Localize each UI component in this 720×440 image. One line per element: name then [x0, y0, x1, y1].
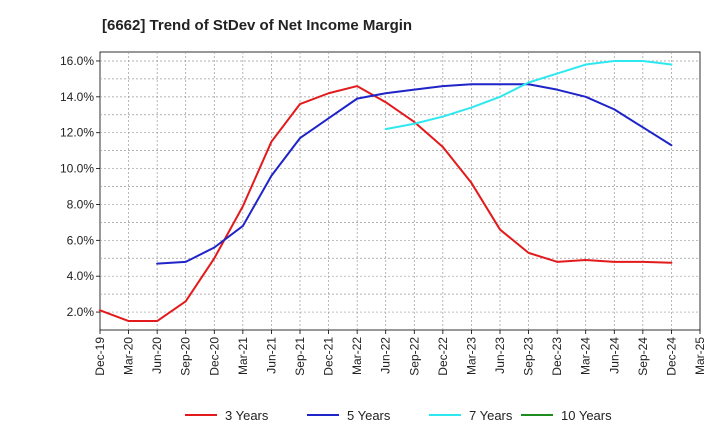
series-line-7-years: [384, 59, 673, 131]
x-tick-label: Dec-23: [550, 337, 564, 376]
series-line-5-years: [156, 83, 673, 265]
x-tick-label: Jun-23: [493, 337, 507, 374]
x-tick-label: Dec-21: [322, 337, 336, 376]
x-tick-label: Mar-23: [464, 337, 478, 375]
y-tick-label: 4.0%: [67, 269, 95, 283]
x-tick-label: Mar-25: [693, 337, 707, 375]
x-tick-label: Sep-20: [179, 337, 193, 376]
y-tick-label: 6.0%: [67, 233, 95, 247]
x-tick-label: Dec-19: [93, 337, 107, 376]
x-tick-label: Sep-21: [293, 337, 307, 376]
x-tick-label: Mar-20: [122, 337, 136, 375]
legend-label: 5 Years: [347, 408, 391, 423]
legend-label: 3 Years: [225, 408, 269, 423]
x-tick-label: Mar-21: [236, 337, 250, 375]
y-tick-label: 12.0%: [60, 126, 94, 140]
x-tick-label: Dec-24: [664, 337, 678, 376]
x-tick-label: Mar-22: [350, 337, 364, 375]
plot-frame: [99, 51, 701, 331]
x-axis-ticks: Dec-19 Mar-20 Jun-20 Sep-20 Dec-20 Mar-21 Jun-…: [93, 330, 707, 376]
y-tick-label: 16.0%: [60, 54, 94, 68]
series-lines: [99, 59, 673, 323]
x-tick-label: Dec-22: [436, 337, 450, 376]
x-tick-label: Jun-22: [379, 337, 393, 374]
x-tick-label: Mar-24: [579, 337, 593, 375]
y-axis-ticks: 2.0% 4.0% 6.0% 8.0% 10.0% 12.0% 14.0% 16.0%: [60, 54, 100, 319]
grid: [100, 52, 700, 330]
series-line-3-years: [99, 85, 673, 323]
x-tick-label: Sep-24: [636, 337, 650, 376]
chart-title: [6662] Trend of StDev of Net Income Marg…: [102, 17, 412, 34]
x-tick-label: Sep-22: [407, 337, 421, 376]
y-tick-label: 8.0%: [67, 197, 95, 211]
y-tick-label: 10.0%: [60, 162, 94, 176]
x-tick-label: Sep-23: [522, 337, 536, 376]
y-tick-label: 14.0%: [60, 90, 94, 104]
x-tick-label: Dec-20: [207, 337, 221, 376]
legend-label: 7 Years: [469, 408, 513, 423]
x-tick-label: Jun-24: [607, 337, 621, 374]
legend-label: 10 Years: [561, 408, 612, 423]
x-tick-label: Jun-21: [264, 337, 278, 374]
legend: 3 Years 5 Years 7 Years 10 Years: [185, 408, 612, 423]
y-tick-label: 2.0%: [67, 305, 95, 319]
x-tick-label: Jun-20: [150, 337, 164, 374]
